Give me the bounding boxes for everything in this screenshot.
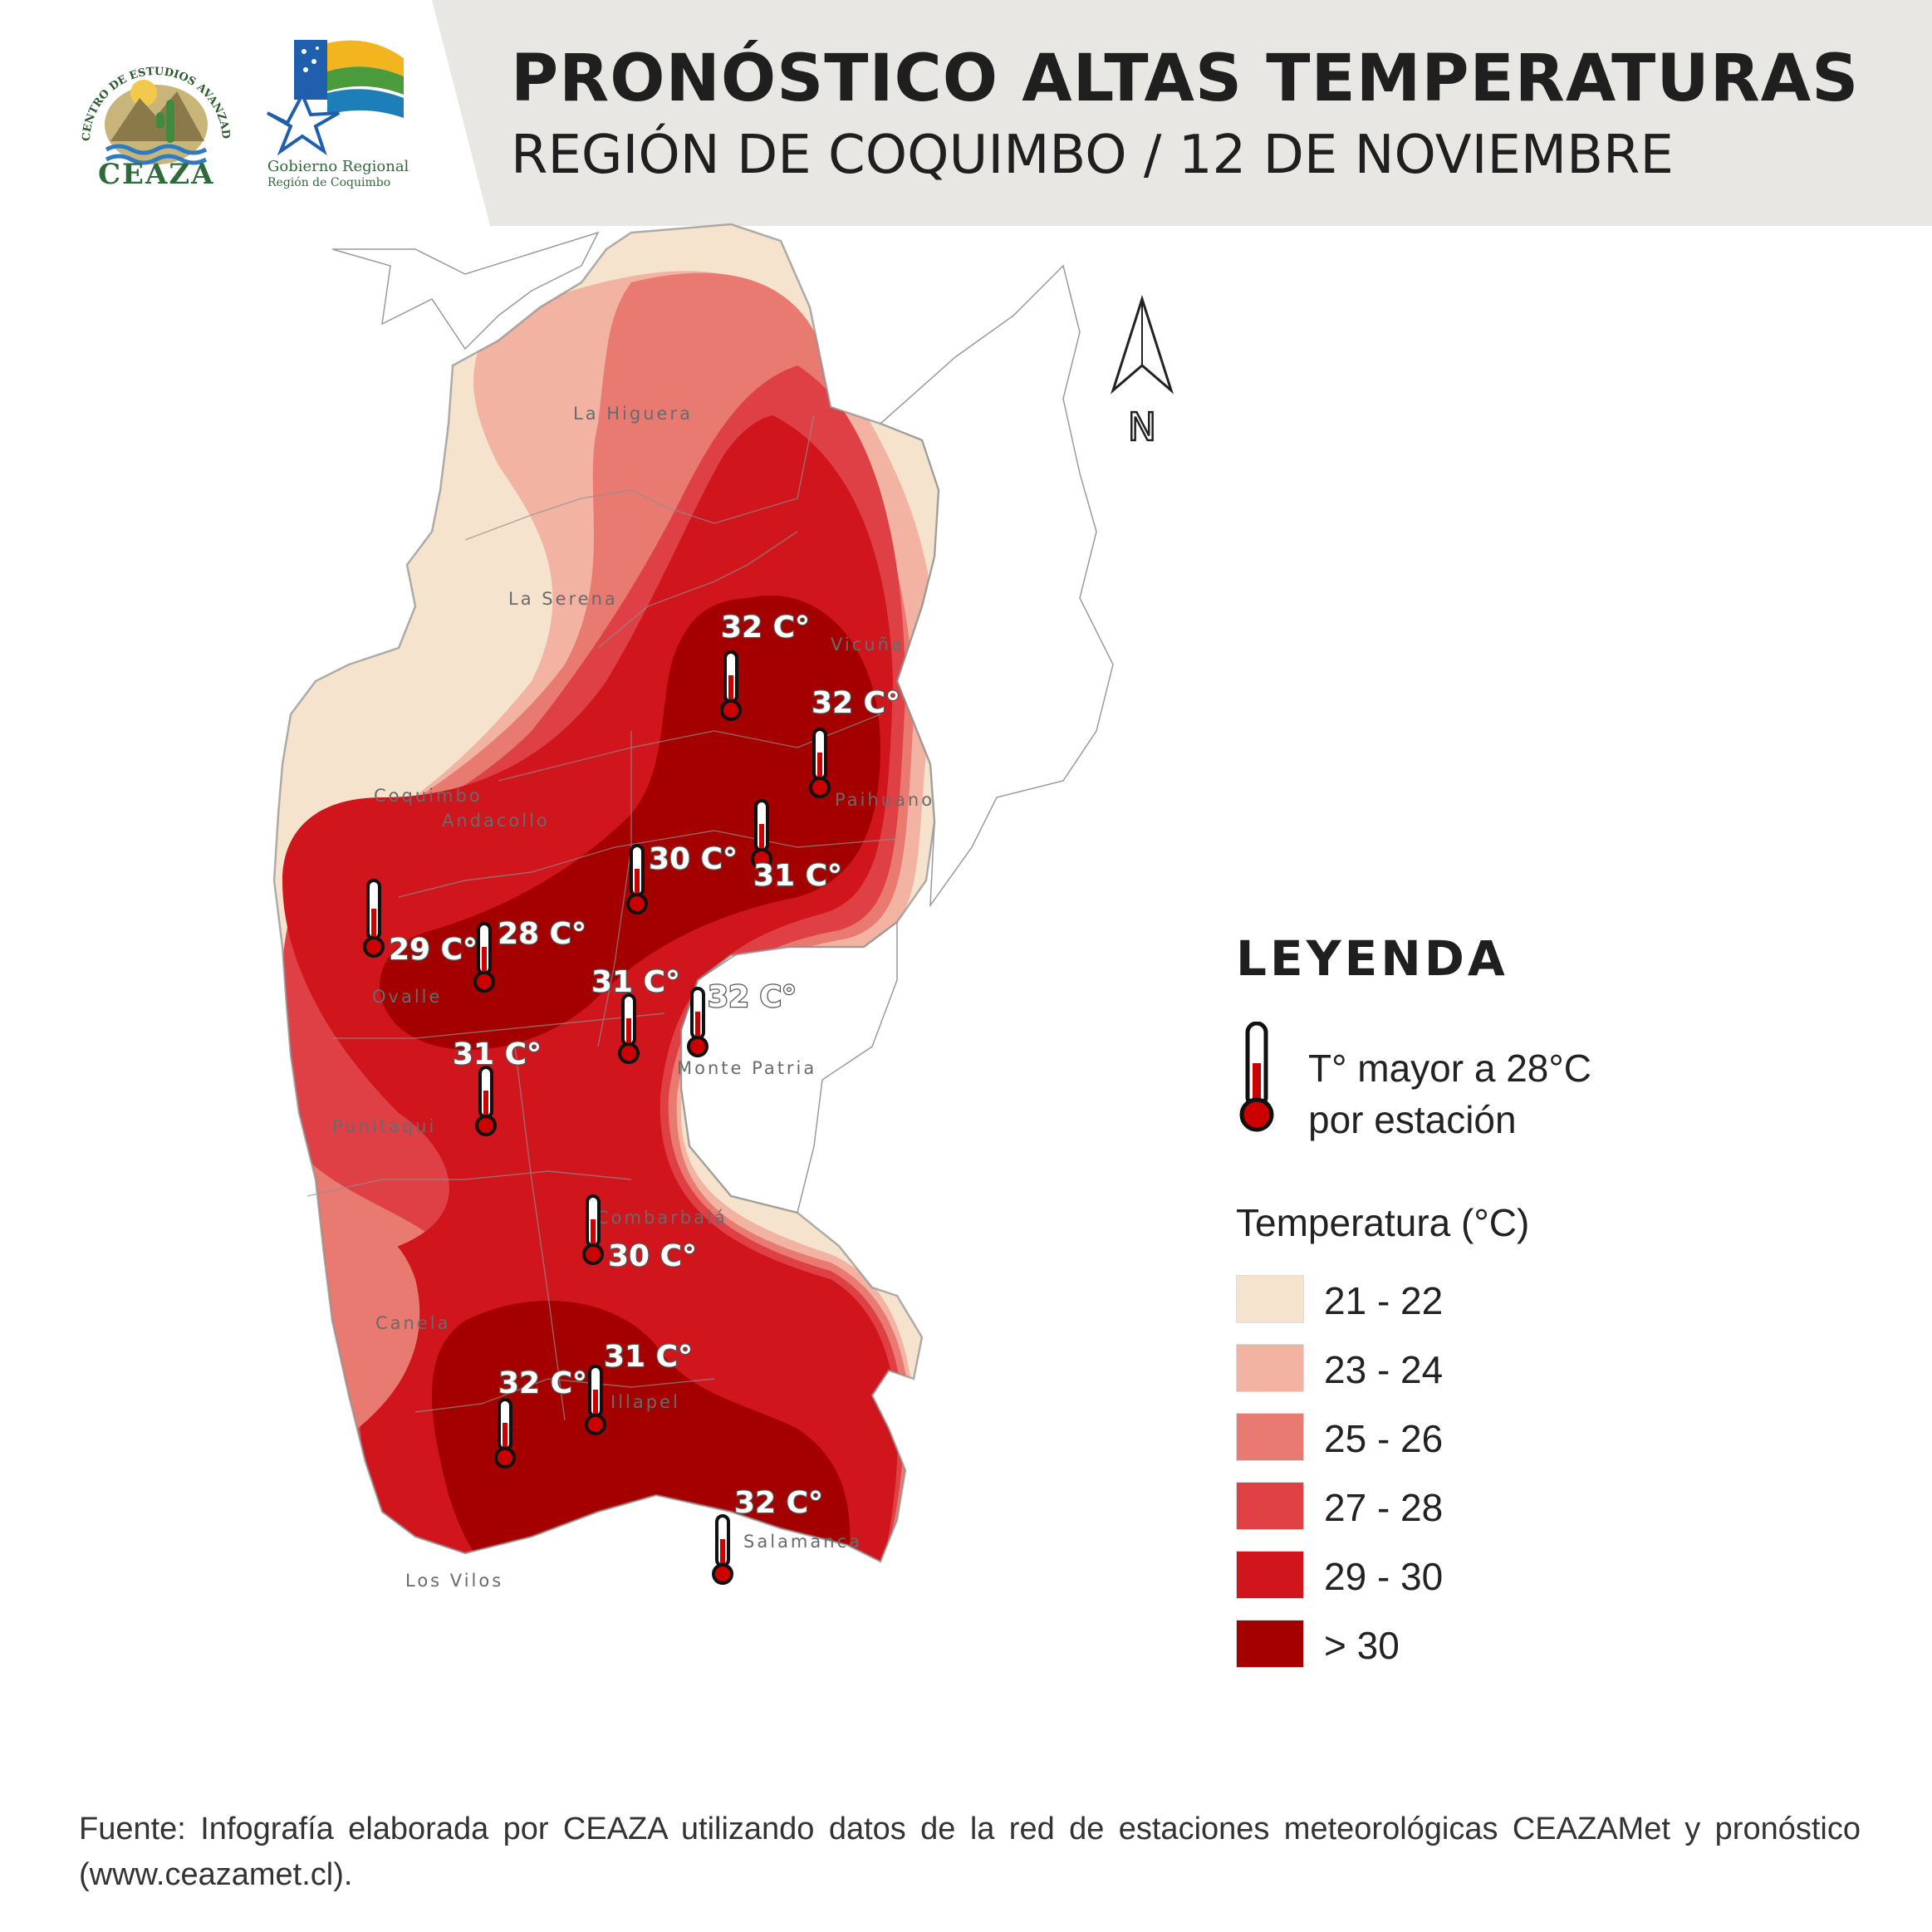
station-value: 30 C° — [649, 842, 738, 876]
thermometer-icon — [582, 1194, 604, 1265]
legend-range-title: Temperatura (°C) — [1236, 1201, 1530, 1244]
gobierno-regional-logo: Gobierno Regional Región de Coquimbo — [264, 33, 430, 191]
footer-source: Fuente: Infografía elaborada por CEAZA u… — [79, 1812, 1861, 1892]
station-marker: 31 C° — [591, 964, 681, 1064]
legend-item: 29 - 30 — [1236, 1551, 1651, 1601]
station-marker: 30 C° — [582, 1194, 698, 1274]
station-marker: 31 C° — [585, 1339, 694, 1435]
station-marker: 30 C° — [626, 841, 738, 915]
place-coquimbo: Coquimbo — [374, 786, 483, 806]
legend-label: 25 - 26 — [1324, 1417, 1444, 1460]
legend-swatch — [1236, 1482, 1304, 1530]
station-value: 31 C° — [453, 1037, 542, 1071]
place-la-serena: La Serena — [508, 589, 618, 609]
legend-label: 23 - 24 — [1324, 1348, 1444, 1391]
thermometer-icon — [626, 844, 648, 915]
place-vicuna: Vicuña — [831, 635, 905, 655]
neighbor-land — [331, 231, 1114, 1214]
ceaza-logo-name: CEAZA — [98, 158, 215, 191]
station-value: 29 C° — [389, 933, 478, 967]
station-value: 28 C° — [498, 917, 586, 951]
thermometer-icon — [712, 1514, 733, 1585]
legend-station-line2: por estación — [1308, 1098, 1517, 1141]
place-la-higuera: La Higuera — [573, 404, 693, 424]
north-label: N — [1128, 405, 1156, 449]
station-value: 32 C° — [498, 1366, 587, 1400]
ceaza-logo: CENTRO DE ESTUDIOS AVANZADOS EN ZONAS ÁR… — [68, 23, 239, 191]
place-monte-patria: Monte Patria — [677, 1058, 816, 1078]
thermometer-icon — [618, 993, 640, 1064]
legend-item: > 30 — [1236, 1620, 1651, 1670]
station-marker: 31 C° — [452, 1037, 542, 1136]
legend-title: LEYENDA — [1236, 930, 1508, 987]
thermometer-icon — [585, 1365, 606, 1435]
temperature-bands — [274, 224, 939, 1562]
place-canela: Canela — [375, 1313, 450, 1333]
thermometer-icon — [809, 728, 831, 798]
legend-station-line1: T° mayor a 28°C — [1308, 1047, 1592, 1090]
thermometer-icon — [475, 1066, 497, 1136]
station-marker: 32 C° — [687, 979, 797, 1057]
station-value: 31 C° — [604, 1340, 693, 1374]
header-background — [432, 0, 1932, 226]
legend-label: > 30 — [1324, 1624, 1400, 1667]
place-paihuano: Paihuano — [835, 790, 934, 810]
station-value: 32 C° — [721, 610, 810, 645]
station-marker: 32 C° — [809, 685, 901, 798]
station-marker: 32 C° — [720, 610, 811, 721]
station-marker: 29 C° — [363, 879, 478, 968]
place-illapel: Illapel — [610, 1392, 680, 1412]
page-subtitle: REGIÓN DE COQUIMBO / 12 DE NOVIEMBRE — [511, 125, 1674, 186]
station-value: 31 C° — [753, 859, 842, 893]
thermometer-icon — [473, 922, 495, 993]
legend-label: 29 - 30 — [1324, 1555, 1444, 1598]
station-value: 32 C° — [812, 686, 900, 720]
thermometer-icon — [751, 799, 772, 870]
legend-item: 23 - 24 — [1236, 1344, 1651, 1394]
station-value: 30 C° — [608, 1239, 697, 1273]
station-marker: 32 C° — [494, 1366, 588, 1469]
page-title: PRONÓSTICO ALTAS TEMPERATURAS — [511, 42, 1860, 116]
place-andacollo: Andacollo — [442, 811, 550, 831]
place-combarbala: Combarbalá — [596, 1208, 728, 1228]
legend-item: 25 - 26 — [1236, 1413, 1651, 1463]
place-salamanca: Salamanca — [743, 1532, 862, 1552]
place-ovalle: Ovalle — [372, 987, 442, 1007]
station-value: 32 C° — [734, 1486, 823, 1520]
station-markers: 32 C° 32 C° 30 C° 31 C° 29 C° 28 C° 31 C… — [363, 610, 901, 1585]
legend-swatch — [1236, 1344, 1304, 1392]
place-punitaqui: Punitaqui — [332, 1116, 436, 1136]
legend-station-description: T° mayor a 28°C por estación — [1308, 1042, 1657, 1145]
legend-swatch — [1236, 1413, 1304, 1461]
thermometer-icon — [1236, 1021, 1277, 1138]
thermometer-icon — [494, 1398, 516, 1469]
station-value: 32 C° — [708, 980, 797, 1014]
thermometer-icon — [363, 879, 385, 958]
temperature-map: N La Higuera La Serena Vicuña Coquimbo A… — [272, 223, 1174, 1591]
legend-swatch — [1236, 1275, 1304, 1323]
gobierno-logo-line1: Gobierno Regional — [267, 158, 409, 175]
legend-swatch — [1236, 1620, 1304, 1668]
thermometer-icon — [720, 650, 742, 721]
station-marker: 28 C° — [473, 916, 587, 993]
thermometer-icon — [687, 987, 709, 1057]
region-boundaries — [272, 223, 940, 1563]
place-labels: La Higuera La Serena Vicuña Coquimbo And… — [332, 404, 934, 1591]
legend-item: 27 - 28 — [1236, 1482, 1651, 1532]
gobierno-logo-line2: Región de Coquimbo — [267, 176, 391, 189]
legend-swatch — [1236, 1551, 1304, 1599]
legend-label: 27 - 28 — [1324, 1486, 1444, 1529]
legend-item: 21 - 22 — [1236, 1275, 1651, 1325]
header-band — [0, 0, 1932, 226]
north-arrow-icon: N — [1110, 295, 1174, 450]
station-marker: 32 C° — [712, 1485, 824, 1585]
place-los-vilos: Los Vilos — [405, 1571, 503, 1591]
station-marker: 31 C° — [751, 799, 843, 894]
station-value: 31 C° — [591, 965, 680, 999]
legend-label: 21 - 22 — [1324, 1279, 1444, 1322]
